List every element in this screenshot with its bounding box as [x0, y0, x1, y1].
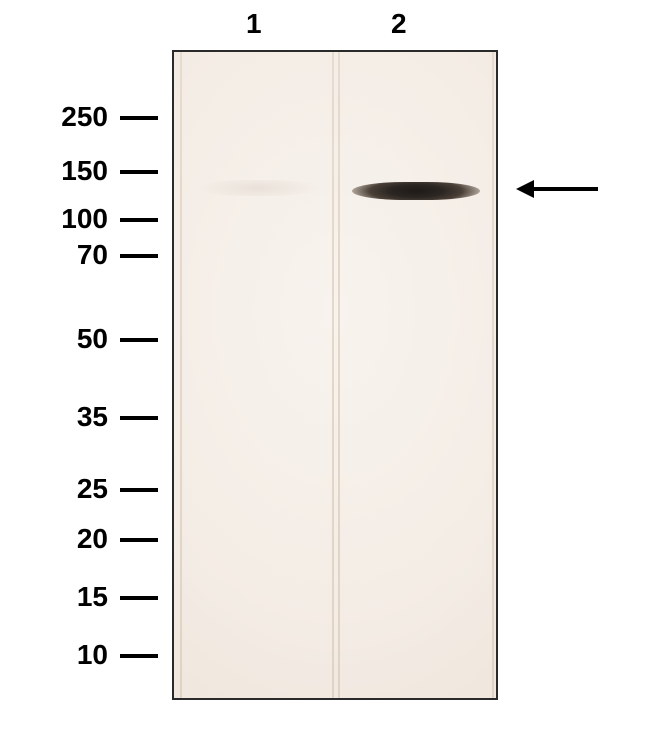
- mw-tick-20: [120, 538, 158, 542]
- lane-edge: [492, 52, 494, 698]
- faint-smudge: [194, 180, 324, 196]
- mw-label-100: 100: [61, 203, 108, 235]
- mw-tick-250: [120, 116, 158, 120]
- mw-label-25: 25: [77, 473, 108, 505]
- mw-label-250: 250: [61, 101, 108, 133]
- arrow-shaft: [534, 187, 598, 191]
- mw-label-20: 20: [77, 523, 108, 555]
- lane-label-2: 2: [391, 8, 407, 40]
- mw-label-15: 15: [77, 581, 108, 613]
- lane-label-1: 1: [246, 8, 262, 40]
- mw-tick-35: [120, 416, 158, 420]
- mw-label-50: 50: [77, 323, 108, 355]
- mw-tick-10: [120, 654, 158, 658]
- mw-label-35: 35: [77, 401, 108, 433]
- protein-band-lane2: [352, 182, 480, 200]
- lane-label-text: 1: [246, 8, 262, 39]
- lane-edge: [338, 52, 340, 698]
- lane-edge: [180, 52, 182, 698]
- mw-tick-70: [120, 254, 158, 258]
- arrow-head-icon: [516, 180, 534, 198]
- mw-tick-25: [120, 488, 158, 492]
- mw-tick-50: [120, 338, 158, 342]
- mw-label-150: 150: [61, 155, 108, 187]
- lane-edge: [332, 52, 334, 698]
- mw-label-70: 70: [77, 239, 108, 271]
- mw-tick-100: [120, 218, 158, 222]
- mw-label-10: 10: [77, 639, 108, 671]
- western-blot-figure: 1 2 250 150 100 70 50 35 25 20 15 10: [0, 0, 650, 732]
- mw-tick-150: [120, 170, 158, 174]
- mw-tick-15: [120, 596, 158, 600]
- lane-label-text: 2: [391, 8, 407, 39]
- blot-membrane: [172, 50, 498, 700]
